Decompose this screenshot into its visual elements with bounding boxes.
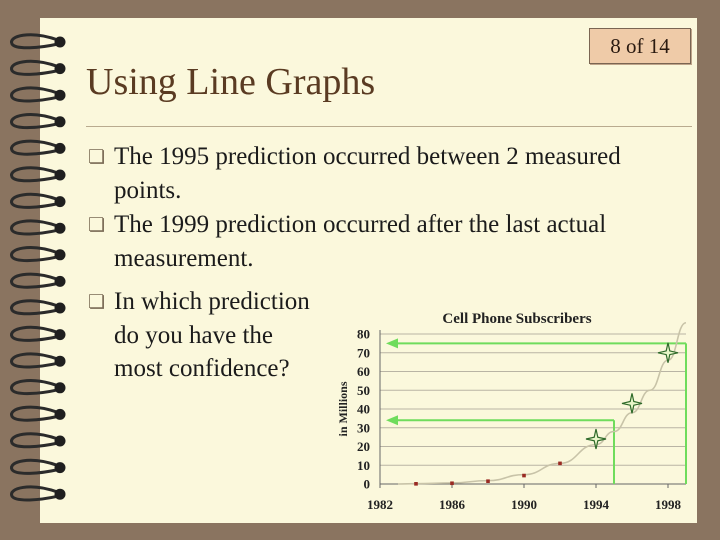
chart-title: Cell Phone Subscribers [442,311,591,327]
y-tick-label: 60 [357,364,370,379]
bullet-text-2: The 1999 prediction occurred after the l… [114,211,607,272]
bullet-text-3: In which prediction do you have the most… [114,288,310,382]
x-tick-label: 1986 [439,497,466,512]
binding-hole [54,142,66,154]
binding-hole [54,249,66,261]
y-tick-label: 30 [357,420,370,435]
binding-ring [10,59,59,76]
binding-ring [10,432,59,449]
square-bullet-icon: ❏ [88,146,106,168]
binding-ring [10,405,59,422]
prediction-star-marker [621,393,643,414]
binding-hole [54,382,66,394]
measured-point [414,482,418,486]
prediction-star-marker [657,342,679,363]
binding-ring [10,113,59,130]
y-tick-label: 80 [357,327,370,342]
highlight-arrowhead [386,338,398,349]
measured-point [486,479,490,483]
binding-hole [54,169,66,181]
square-bullet-icon: ❏ [88,214,106,236]
y-tick-label: 70 [357,345,370,360]
y-tick-label: 10 [357,458,370,473]
bullet-item-3: ❏ In which prediction do you have the mo… [88,285,323,386]
binding-ring [10,246,59,263]
binding-hole [54,355,66,367]
highlight-arrowhead [386,415,398,426]
square-bullet-icon: ❏ [88,291,106,313]
binding-hole [54,275,66,287]
binding-hole [54,116,66,128]
x-tick-label: 1990 [511,497,537,512]
binding-ring [10,33,59,50]
x-tick-label: 1998 [655,497,682,512]
bullet-item-1: ❏ The 1995 prediction occurred between 2… [88,140,688,207]
measured-point [522,473,526,478]
binding-hole [54,302,66,314]
y-tick-label: 50 [357,383,370,398]
binding-ring [10,485,59,502]
y-tick-label: 40 [357,402,370,417]
binding-ring [10,379,59,396]
binding-ring [10,139,59,156]
binding-hole [54,329,66,341]
measured-point [450,481,454,486]
prediction-star-marker [585,428,607,450]
binding-ring [10,272,59,289]
binding-ring [10,325,59,342]
x-tick-label: 1994 [583,497,610,512]
binding-hole [54,63,66,75]
spiral-binding [10,33,66,502]
binding-hole [54,435,66,447]
binding-ring [10,219,59,236]
binding-hole [54,462,66,474]
binding-ring [10,86,59,103]
bullet-text-1: The 1995 prediction occurred between 2 m… [114,143,621,204]
binding-hole [54,222,66,234]
binding-hole [54,196,66,208]
binding-ring [10,299,59,316]
x-tick-label: 1982 [367,497,393,512]
binding-ring [10,192,59,209]
binding-ring [10,458,59,475]
measured-point [558,461,562,466]
title-divider [86,126,692,127]
slide-counter: 8 of 14 [589,28,691,64]
binding-hole [54,408,66,420]
y-tick-label: 0 [364,477,371,492]
binding-ring [10,352,59,369]
bullet-item-2: ❏ The 1999 prediction occurred after the… [88,208,688,275]
binding-hole [54,488,66,500]
y-tick-label: 20 [357,439,370,454]
trend-line [397,321,687,485]
binding-hole [54,36,66,48]
binding-ring [10,166,59,183]
binding-hole [54,89,66,101]
slide-title: Using Line Graphs [86,61,376,103]
y-axis-label: in Millions [336,381,350,436]
